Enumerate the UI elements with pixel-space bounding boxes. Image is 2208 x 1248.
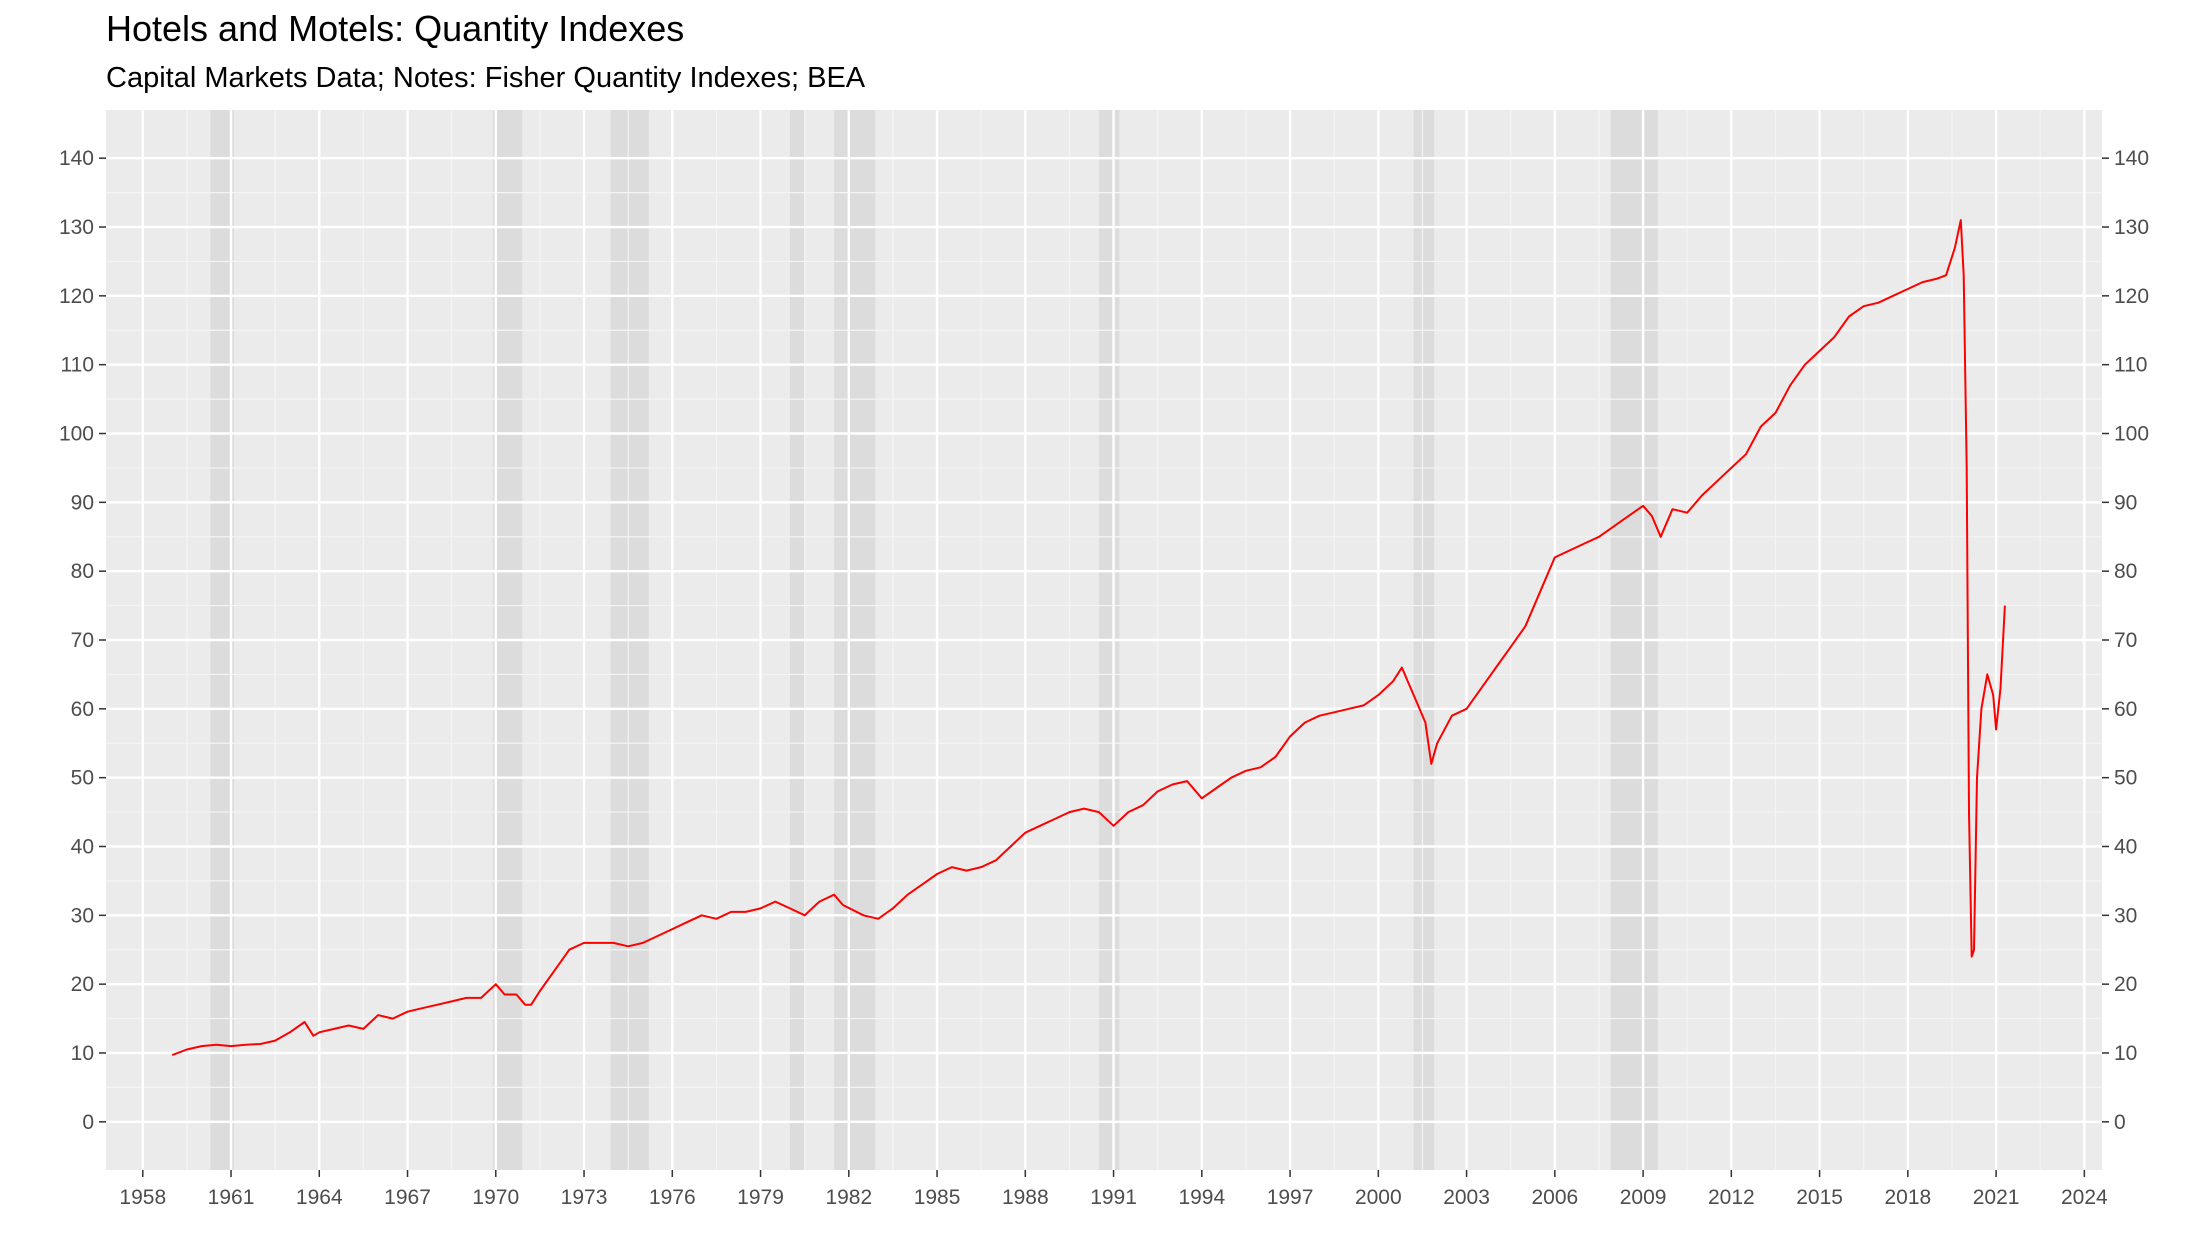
y-tick-label-left: 30 [71, 904, 94, 927]
y-tick-label-right: 90 [2114, 491, 2137, 514]
y-tick-label-left: 120 [59, 285, 94, 308]
x-tick-label: 1994 [1178, 1186, 1225, 1209]
x-tick-label: 1991 [1090, 1186, 1137, 1209]
axes: 1958 1961 1964 1967 1970 1973 1976 1979 1982 1985… [59, 147, 2149, 1209]
y-tick-label-right: 50 [2114, 767, 2137, 790]
x-tick-label: 1967 [384, 1186, 431, 1209]
y-tick-label-right: 70 [2114, 629, 2137, 652]
y-tick-label-left: 80 [71, 560, 94, 583]
y-tick-label-right: 60 [2114, 698, 2137, 721]
x-tick-label: 1988 [1002, 1186, 1049, 1209]
y-tick-label-right: 140 [2114, 147, 2149, 170]
y-tick-label-left: 100 [59, 423, 94, 446]
y-tick-label-right: 10 [2114, 1042, 2137, 1065]
y-tick-label-left: 10 [71, 1042, 94, 1065]
series-line [171, 219, 2006, 1057]
y-tick-label-right: 130 [2114, 216, 2149, 239]
gridlines [106, 110, 2102, 1170]
x-tick-label: 2015 [1796, 1186, 1843, 1209]
y-tick-label-left: 90 [71, 491, 94, 514]
y-tick-label-left: 70 [71, 629, 94, 652]
chart-subtitle: Capital Markets Data; Notes: Fisher Quan… [106, 62, 866, 94]
y-tick-label-right: 120 [2114, 285, 2149, 308]
y-tick-label-left: 20 [71, 973, 94, 996]
x-tick-label: 1973 [561, 1186, 608, 1209]
x-tick-label: 1961 [208, 1186, 255, 1209]
x-tick-label: 1982 [825, 1186, 872, 1209]
y-tick-label-left: 0 [82, 1111, 94, 1134]
x-tick-label: 2000 [1355, 1186, 1402, 1209]
x-tick-label: 2012 [1708, 1186, 1755, 1209]
x-tick-label: 2021 [1973, 1186, 2020, 1209]
y-tick-label-right: 110 [2114, 354, 2147, 377]
y-tick-label-left: 130 [59, 216, 94, 239]
y-tick-label-right: 40 [2114, 835, 2137, 858]
y-tick-label-right: 20 [2114, 973, 2137, 996]
x-tick-label: 2024 [2061, 1186, 2108, 1209]
y-tick-label-left: 140 [59, 147, 94, 170]
y-tick-label-right: 80 [2114, 560, 2137, 583]
y-tick-label-right: 0 [2114, 1111, 2126, 1134]
x-tick-label: 1964 [296, 1186, 343, 1209]
y-tick-label-right: 30 [2114, 904, 2137, 927]
x-tick-label: 1970 [472, 1186, 519, 1209]
x-tick-label: 2006 [1531, 1186, 1578, 1209]
x-tick-label: 1985 [914, 1186, 961, 1209]
y-tick-label-left: 50 [71, 767, 94, 790]
x-tick-label: 2009 [1620, 1186, 1667, 1209]
y-tick-label-left: 60 [71, 698, 94, 721]
x-tick-label: 2018 [1884, 1186, 1931, 1209]
series-layer [171, 219, 2006, 1057]
y-tick-label-right: 100 [2114, 423, 2149, 446]
x-tick-label: 1979 [737, 1186, 784, 1209]
chart-title: Hotels and Motels: Quantity Indexes [106, 8, 685, 49]
x-tick-label: 1976 [649, 1186, 696, 1209]
y-tick-label-left: 40 [71, 835, 94, 858]
x-tick-label: 1958 [119, 1186, 166, 1209]
x-tick-label: 1997 [1267, 1186, 1314, 1209]
y-tick-label-left: 110 [61, 354, 94, 377]
x-tick-label: 2003 [1443, 1186, 1490, 1209]
